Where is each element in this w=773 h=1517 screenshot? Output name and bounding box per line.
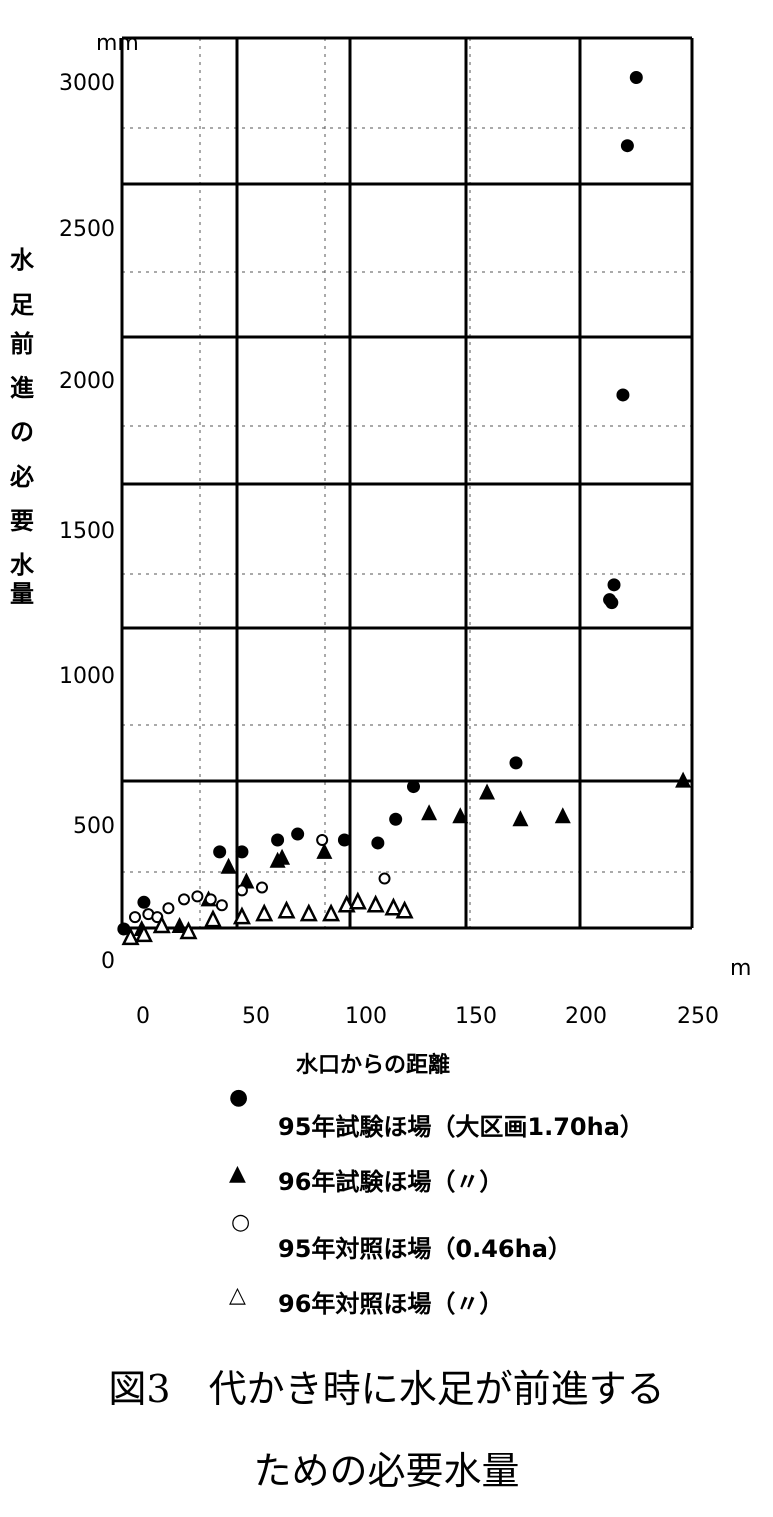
data-point bbox=[117, 922, 131, 936]
data-point bbox=[178, 893, 191, 906]
data-point bbox=[384, 897, 403, 916]
data-point bbox=[137, 895, 151, 909]
y-axis-label-char: 水 bbox=[10, 551, 35, 579]
data-point bbox=[152, 915, 171, 934]
data-point bbox=[204, 893, 217, 906]
filled-circle-icon: ● bbox=[229, 1085, 249, 1110]
legend-label: 95年試験ほ場（大区画1.70ha） bbox=[278, 1113, 644, 1141]
data-point bbox=[629, 70, 643, 84]
data-point bbox=[554, 807, 571, 824]
data-point bbox=[255, 903, 274, 922]
y-tick-label: 2500 bbox=[59, 217, 115, 242]
data-point bbox=[509, 756, 523, 770]
figure-caption-line-1: 図3 代かき時に水足が前進する bbox=[108, 1367, 665, 1411]
open-circle-icon: ○ bbox=[231, 1210, 251, 1235]
data-point bbox=[274, 848, 291, 865]
y-tick-label: 2000 bbox=[59, 369, 115, 394]
tick-labels: 0 500 1000 1500 2000 2500 3000 0 50 100 150 200 250 bbox=[59, 71, 719, 1029]
y-tick-label: 1000 bbox=[59, 664, 115, 689]
y-tick-label: 3000 bbox=[59, 71, 115, 96]
open-triangle-icon: △ bbox=[229, 1283, 246, 1308]
data-point bbox=[407, 780, 420, 794]
data-point bbox=[512, 810, 529, 827]
data-point bbox=[232, 906, 251, 925]
x-tick-label: 100 bbox=[345, 1004, 387, 1029]
y-axis-label-char: 足 bbox=[10, 291, 34, 319]
data-point bbox=[191, 890, 204, 903]
figure-caption-line-2: ための必要水量 bbox=[253, 1449, 520, 1493]
x-tick-label: 0 bbox=[136, 1004, 150, 1029]
data-point bbox=[255, 881, 268, 894]
data-point bbox=[215, 899, 228, 912]
data-point bbox=[322, 903, 341, 922]
data-point bbox=[395, 900, 414, 919]
x-tick-label: 250 bbox=[677, 1004, 719, 1029]
y-tick-label: 0 bbox=[101, 949, 115, 974]
y-axis-label-char: の bbox=[10, 418, 34, 446]
legend-label: 96年対照ほ場（〃） bbox=[278, 1290, 504, 1318]
legend-label: 95年対照ほ場（0.46ha） bbox=[278, 1235, 572, 1263]
legend-label: 96年試験ほ場（〃） bbox=[278, 1168, 504, 1196]
data-point bbox=[479, 783, 496, 800]
data-point bbox=[366, 894, 385, 913]
data-point bbox=[421, 804, 438, 821]
data-point bbox=[291, 827, 305, 841]
data-point bbox=[675, 771, 692, 788]
minor-gridlines bbox=[122, 38, 692, 928]
data-point bbox=[389, 812, 403, 826]
y-axis-label-char: 進 bbox=[10, 374, 34, 402]
data-point bbox=[271, 833, 285, 847]
data-point bbox=[620, 139, 634, 153]
y-axis-unit: mm bbox=[96, 31, 139, 56]
data-point bbox=[162, 902, 175, 915]
data-point bbox=[235, 884, 248, 897]
data-point bbox=[213, 845, 227, 859]
x-axis-unit: m bbox=[730, 956, 751, 981]
major-gridlines bbox=[120, 36, 694, 930]
data-point bbox=[316, 842, 333, 859]
y-axis-label-char: 量 bbox=[10, 580, 34, 608]
data-point bbox=[129, 911, 141, 924]
data-point bbox=[235, 845, 249, 859]
x-tick-label: 50 bbox=[242, 1004, 270, 1029]
y-axis-label-char: 水 bbox=[10, 246, 35, 274]
data-point bbox=[134, 924, 153, 943]
data-point bbox=[277, 900, 296, 919]
x-tick-label: 150 bbox=[455, 1004, 497, 1029]
y-tick-label: 500 bbox=[73, 814, 115, 839]
data-point bbox=[378, 872, 391, 885]
data-point bbox=[337, 833, 351, 847]
data-points bbox=[117, 70, 692, 946]
y-axis-label-char: 前 bbox=[10, 330, 34, 358]
data-point bbox=[316, 833, 329, 846]
data-point bbox=[171, 917, 188, 934]
y-axis-label-char: 要 bbox=[10, 507, 34, 535]
y-tick-label: 1500 bbox=[59, 519, 115, 544]
data-point bbox=[220, 857, 237, 874]
data-point bbox=[203, 909, 223, 928]
data-point bbox=[616, 388, 630, 402]
data-point bbox=[121, 927, 140, 946]
y-axis-label-char: 必 bbox=[10, 463, 34, 491]
x-tick-label: 200 bbox=[565, 1004, 607, 1029]
x-axis-label: 水口からの距離 bbox=[296, 1052, 450, 1078]
filled-triangle-icon: ▲ bbox=[229, 1161, 246, 1186]
data-point bbox=[299, 903, 318, 922]
data-point bbox=[452, 807, 469, 824]
data-point bbox=[348, 891, 367, 910]
data-point bbox=[605, 596, 619, 610]
data-point bbox=[371, 836, 385, 850]
data-point bbox=[607, 578, 621, 592]
data-point bbox=[179, 921, 198, 940]
